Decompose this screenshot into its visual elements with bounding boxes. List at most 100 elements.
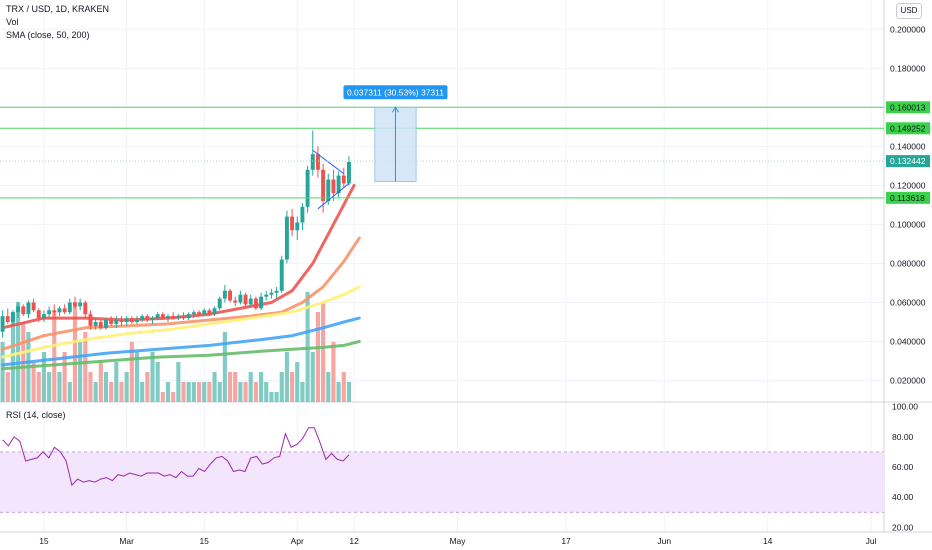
- volume-bar: [186, 382, 191, 402]
- level-price-label: 0.149252: [890, 123, 926, 133]
- volume-bar: [145, 372, 150, 402]
- rsi-tick-label: 80.00: [892, 432, 914, 442]
- price-tick-label: 0.180000: [890, 63, 926, 73]
- candle-body: [150, 318, 155, 321]
- volume-bar: [341, 372, 346, 402]
- candle-body: [310, 154, 315, 170]
- volume-bar: [222, 332, 227, 402]
- time-tick-label: 15: [39, 536, 49, 546]
- volume-bar: [243, 382, 248, 402]
- candle-body: [124, 318, 129, 322]
- volume-bar: [233, 372, 238, 402]
- candle-body: [191, 312, 196, 315]
- volume-bar: [62, 352, 67, 402]
- candle-body: [98, 321, 103, 328]
- volume-bar: [321, 302, 326, 402]
- rsi-line: [2, 427, 350, 487]
- volume-bar: [191, 382, 196, 402]
- candle-body: [119, 320, 124, 322]
- rsi-tick-label: 60.00: [892, 462, 914, 472]
- candle-body: [253, 298, 258, 309]
- volume-bar: [36, 372, 41, 402]
- volume-bar: [83, 332, 88, 402]
- level-price-label: 0.113618: [890, 193, 925, 203]
- volume-bar: [181, 382, 186, 402]
- volume-bar: [10, 312, 15, 402]
- volume-bar: [93, 382, 98, 402]
- candle-body: [36, 310, 41, 319]
- candle-body: [0, 316, 5, 332]
- volume-bar: [134, 352, 140, 402]
- candle-body: [104, 320, 108, 328]
- legend-volume: Vol: [6, 17, 19, 27]
- price-tick-label: 0.020000: [890, 376, 926, 386]
- candle-body: [145, 316, 150, 321]
- candle-body: [88, 314, 93, 326]
- time-tick-label: 17: [561, 536, 571, 546]
- level-price-tag: [886, 191, 930, 204]
- level-price-label: 0.160013: [890, 102, 926, 112]
- rsi-band: [0, 451, 884, 513]
- volume-bar: [88, 372, 93, 402]
- candle-body: [176, 316, 181, 319]
- volume-bar: [150, 352, 155, 402]
- last-price-tag: [886, 155, 930, 168]
- candle-body: [155, 314, 160, 319]
- moving-average-line: [1, 340, 361, 371]
- candle-body: [26, 302, 31, 315]
- candle-body: [295, 222, 300, 231]
- candle-body: [341, 175, 346, 184]
- level-price-tag: [886, 122, 930, 135]
- candle-body: [47, 310, 52, 315]
- volume-bar: [202, 382, 207, 402]
- moving-average-line: [1, 316, 361, 367]
- price-tick-label: 0.100000: [890, 219, 926, 229]
- volume-bar: [31, 362, 36, 402]
- candle-body: [62, 308, 67, 313]
- legend-symbol: TRX / USD, 1D, KRAKEN: [6, 4, 110, 14]
- price-tick-label: 0.120000: [890, 180, 926, 190]
- volume-bar: [264, 382, 269, 402]
- time-tick-label: 12: [349, 536, 359, 546]
- volume-bar: [279, 372, 284, 402]
- time-tick-label: Mar: [119, 536, 134, 546]
- price-tick-label: 0.060000: [890, 297, 926, 307]
- time-tick-label: 15: [199, 536, 209, 546]
- measure-label-bg: [343, 85, 448, 100]
- volume-bar: [269, 392, 274, 402]
- level-price-tag: [886, 101, 930, 114]
- candle-body: [331, 179, 336, 194]
- time-tick-label: Jul: [866, 536, 877, 546]
- moving-average-line: [1, 236, 361, 351]
- candle-body: [83, 302, 88, 315]
- rsi-tick-label: 40.00: [892, 492, 914, 502]
- candle-body: [305, 169, 310, 207]
- candle-body: [129, 318, 134, 322]
- candle-body: [233, 300, 238, 303]
- candle-body: [321, 169, 326, 201]
- volume-bar: [346, 382, 352, 402]
- candle-body: [52, 310, 57, 313]
- volume-bar: [274, 392, 279, 402]
- volume-bar: [57, 372, 62, 402]
- volume-bar: [41, 352, 47, 402]
- candle-body: [135, 320, 139, 322]
- candle-body: [264, 294, 269, 297]
- candle-body: [160, 314, 165, 319]
- last-price-label: 0.132442: [890, 156, 926, 166]
- candle-body: [346, 161, 351, 184]
- price-tick-label: 0.080000: [890, 258, 926, 268]
- candle-body: [16, 306, 21, 313]
- measure-label: 0.037311 (30.53%) 37311: [347, 87, 444, 97]
- candle-body: [5, 316, 10, 322]
- volume-bar: [78, 342, 83, 402]
- candle-body: [269, 292, 274, 295]
- candle-body: [222, 290, 227, 299]
- volume-bar: [176, 362, 181, 402]
- candle-body: [181, 316, 186, 319]
- price-tick-label: 0.200000: [890, 24, 926, 34]
- candle-body: [78, 302, 83, 307]
- volume-bar: [155, 362, 160, 402]
- currency-button[interactable]: USD: [896, 3, 922, 19]
